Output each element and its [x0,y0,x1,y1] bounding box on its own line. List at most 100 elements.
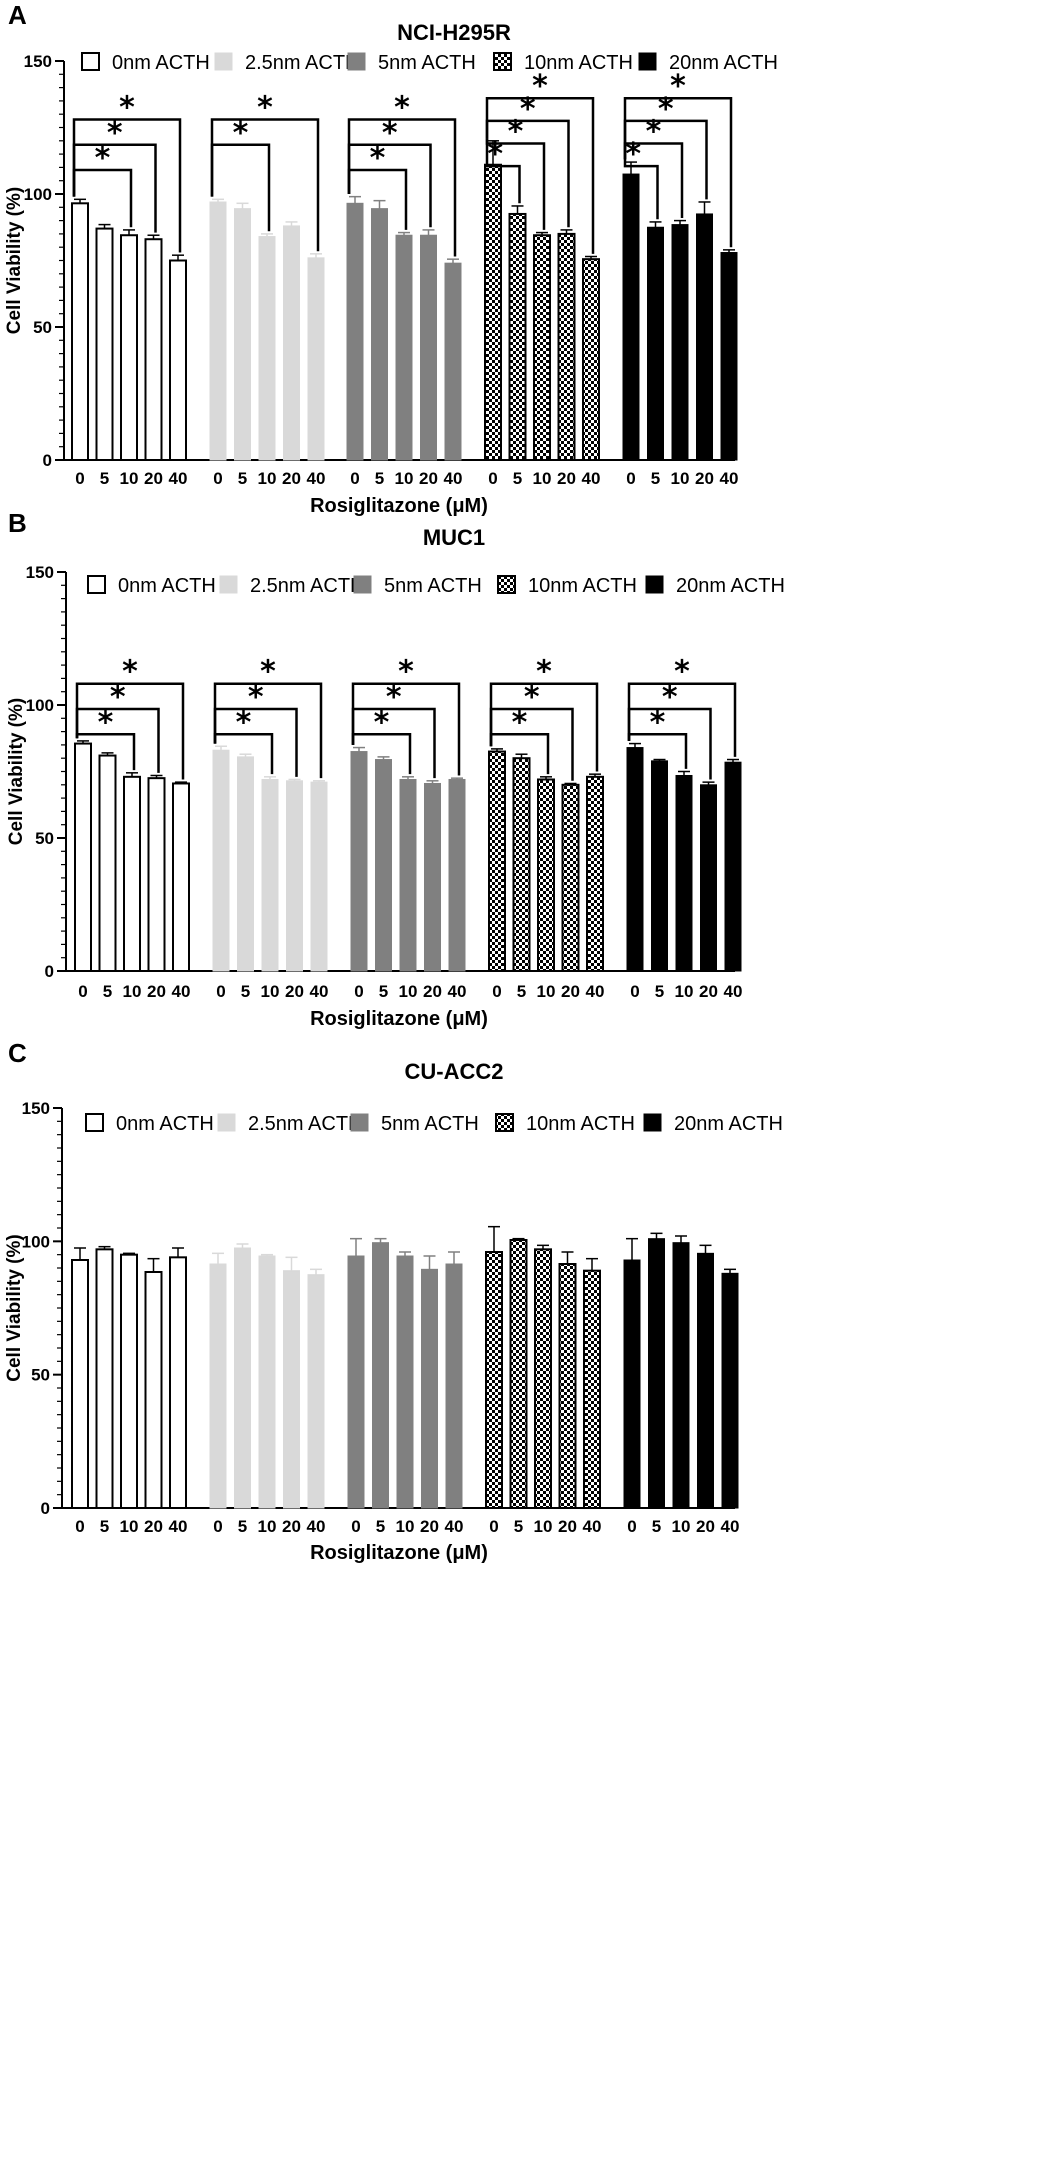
bar [396,1255,414,1509]
x-tick-label: 5 [517,982,526,1001]
x-tick-label: 40 [310,982,329,1001]
bar [234,1247,251,1509]
significance-bracket [623,159,659,220]
significance-star: * [662,680,678,715]
x-tick-label: 0 [213,1517,222,1536]
legend-label: 20nm ACTH [669,52,778,74]
x-tick-label: 5 [651,469,660,488]
significance-star: * [520,92,536,127]
x-tick-label: 5 [238,1517,247,1536]
significance-star: * [95,141,111,176]
y-tick-label: 100 [26,696,54,715]
significance-bracket [347,118,457,257]
legend-swatch [350,1113,369,1132]
legend-label: 20nm ACTH [676,575,785,597]
x-tick-label: 10 [396,1517,415,1536]
x-tick-label: 5 [376,1517,385,1536]
chart-title: CU-ACC2 [405,1059,504,1084]
significance-star: * [398,655,414,690]
x-tick-label: 20 [282,469,301,488]
legend-swatch [347,52,366,71]
x-tick-label: 10 [261,982,280,1001]
significance-star: * [107,116,123,151]
significance-bracket [210,118,320,252]
y-tick-label: 0 [41,1499,50,1518]
x-tick-label: 0 [488,469,497,488]
significance-bracket [75,682,185,780]
significance-star: * [386,680,402,715]
bar [445,1263,463,1509]
x-axis-label: Rosiglitazone (μM) [310,1008,488,1030]
legend-swatch [214,52,233,71]
bar [421,1268,438,1509]
x-tick-label: 5 [655,982,664,1001]
significance-star: * [646,114,662,149]
x-tick-label: 0 [354,982,363,1001]
x-tick-label: 0 [216,982,225,1001]
significance-star: * [658,92,674,127]
x-tick-label: 10 [258,1517,277,1536]
legend-swatch [217,1113,236,1132]
x-tick-label: 20 [282,1517,301,1536]
x-tick-label: 40 [445,1517,464,1536]
x-axis-label: Rosiglitazone (μM) [310,495,488,517]
bar [534,1248,552,1510]
x-tick-label: 5 [375,469,384,488]
x-tick-label: 0 [626,469,635,488]
x-tick-label: 40 [307,1517,326,1536]
legend-label: 5nm ACTH [381,1113,479,1135]
bar [623,1259,641,1509]
bar [120,1253,138,1509]
x-tick-label: 10 [675,982,694,1001]
legend-swatch [353,575,372,594]
legend-swatch [643,1113,662,1132]
legend-label: 0nm ACTH [112,52,210,74]
significance-star: * [233,116,249,151]
significance-star: * [524,680,540,715]
significance-bracket [485,138,521,204]
significance-bracket [485,138,546,230]
x-tick-label: 5 [652,1517,661,1536]
significance-star: * [374,705,390,740]
y-tick-label: 150 [26,563,54,582]
legend-label: 10nm ACTH [528,575,637,597]
y-tick-label: 100 [22,1232,50,1251]
x-tick-label: 10 [671,469,690,488]
bar [672,1242,690,1509]
x-tick-label: 0 [630,982,639,1001]
y-tick-label: 50 [33,318,52,337]
bar [558,1263,577,1509]
significance-star: * [512,705,528,740]
bar [95,1248,114,1510]
chart-title: MUC1 [423,525,485,550]
x-tick-label: 40 [169,469,188,488]
legend-label: 2.5nm ACTH [248,1113,362,1135]
legend-label: 2.5nm ACTH [250,575,364,597]
legend-swatch [493,52,512,71]
bar [485,1251,503,1509]
legend-label: 5nm ACTH [378,52,476,74]
bar [347,1255,365,1509]
x-axis-label: Rosiglitazone (μM) [310,1542,488,1564]
y-tick-label: 100 [24,185,52,204]
x-tick-label: 40 [582,469,601,488]
y-tick-label: 50 [31,1366,50,1385]
panel-label: C [8,1038,27,1068]
x-tick-label: 20 [285,982,304,1001]
x-tick-label: 20 [420,1517,439,1536]
x-tick-label: 0 [78,982,87,1001]
x-tick-label: 40 [721,1517,740,1536]
x-tick-label: 20 [144,469,163,488]
bar [144,1271,163,1509]
x-tick-label: 40 [444,469,463,488]
significance-star: * [394,91,410,126]
significance-star: * [257,91,273,126]
x-tick-label: 40 [724,982,743,1001]
x-tick-label: 20 [423,982,442,1001]
significance-star: * [248,680,264,715]
x-tick-label: 20 [695,469,714,488]
significance-star: * [650,705,666,740]
x-tick-label: 40 [448,982,467,1001]
